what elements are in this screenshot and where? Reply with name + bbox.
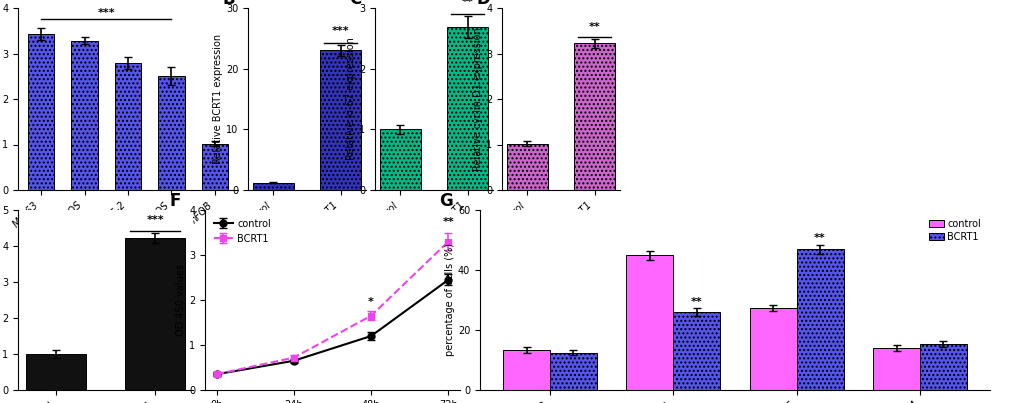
Text: **: ** — [442, 217, 453, 227]
Bar — [25, 354, 86, 390]
Bar — [253, 183, 293, 190]
Text: G: G — [439, 192, 452, 210]
Text: ***: *** — [147, 216, 164, 226]
Text: B: B — [222, 0, 234, 8]
Text: **: ** — [588, 22, 600, 32]
Bar — [506, 143, 547, 190]
Text: **: ** — [462, 0, 473, 7]
Bar — [320, 50, 361, 190]
Text: D: D — [476, 0, 489, 8]
Bar — [71, 41, 98, 190]
Bar — [202, 143, 228, 190]
Bar — [158, 76, 184, 190]
Bar — [380, 129, 420, 190]
Y-axis label: Relative BCRT1 expression: Relative BCRT1 expression — [213, 34, 223, 164]
Legend: control, BCRT1: control, BCRT1 — [210, 215, 274, 247]
Bar — [28, 34, 54, 190]
Y-axis label: Relative ki-67 expression: Relative ki-67 expression — [345, 37, 356, 160]
Legend: control, BCRT1: control, BCRT1 — [924, 215, 984, 245]
Bar — [502, 349, 549, 390]
Text: *: * — [368, 297, 374, 307]
Bar — [796, 249, 843, 390]
Y-axis label: Relative cyclin D1 expression: Relative cyclin D1 expression — [473, 27, 483, 171]
Bar — [872, 348, 919, 390]
Y-axis label: OD 450 values: OD 450 values — [176, 264, 186, 336]
Text: ***: *** — [331, 26, 348, 36]
Text: C: C — [348, 0, 361, 8]
Bar — [115, 62, 141, 190]
Bar — [447, 27, 487, 190]
Text: F: F — [169, 192, 180, 210]
Bar — [626, 255, 673, 390]
Bar — [549, 353, 596, 390]
Bar — [673, 312, 719, 390]
Text: **: ** — [690, 297, 702, 307]
Bar — [919, 343, 966, 390]
Bar — [574, 44, 614, 190]
Bar — [125, 238, 184, 390]
Text: **: ** — [813, 233, 825, 243]
Bar — [749, 307, 796, 390]
Text: ***: *** — [98, 8, 115, 18]
Y-axis label: percentage of cells (%): percentage of cells (%) — [444, 243, 454, 357]
